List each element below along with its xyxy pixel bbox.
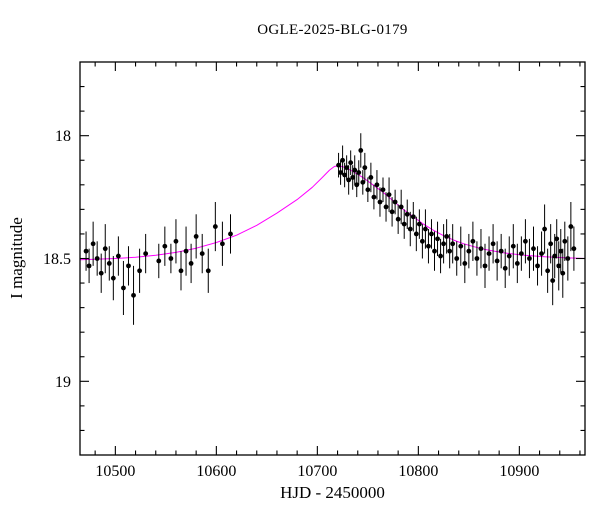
chart-title: OGLE-2025-BLG-0179 [257,22,408,38]
tick-labels: 10500 10600 10700 10800 10900 18 18.5 19 [43,128,539,480]
svg-text:10900: 10900 [499,463,539,480]
svg-text:18.5: 18.5 [43,251,71,268]
model-curve [80,165,585,261]
svg-text:10700: 10700 [297,463,337,480]
svg-text:19: 19 [55,374,71,391]
svg-text:10800: 10800 [398,463,438,480]
x-axis-label: HJD - 2450000 [280,483,385,502]
axis-ticks [80,62,585,455]
svg-text:10500: 10500 [95,463,135,480]
svg-text:18: 18 [55,128,71,145]
svg-text:10600: 10600 [196,463,236,480]
data-points [83,133,577,325]
